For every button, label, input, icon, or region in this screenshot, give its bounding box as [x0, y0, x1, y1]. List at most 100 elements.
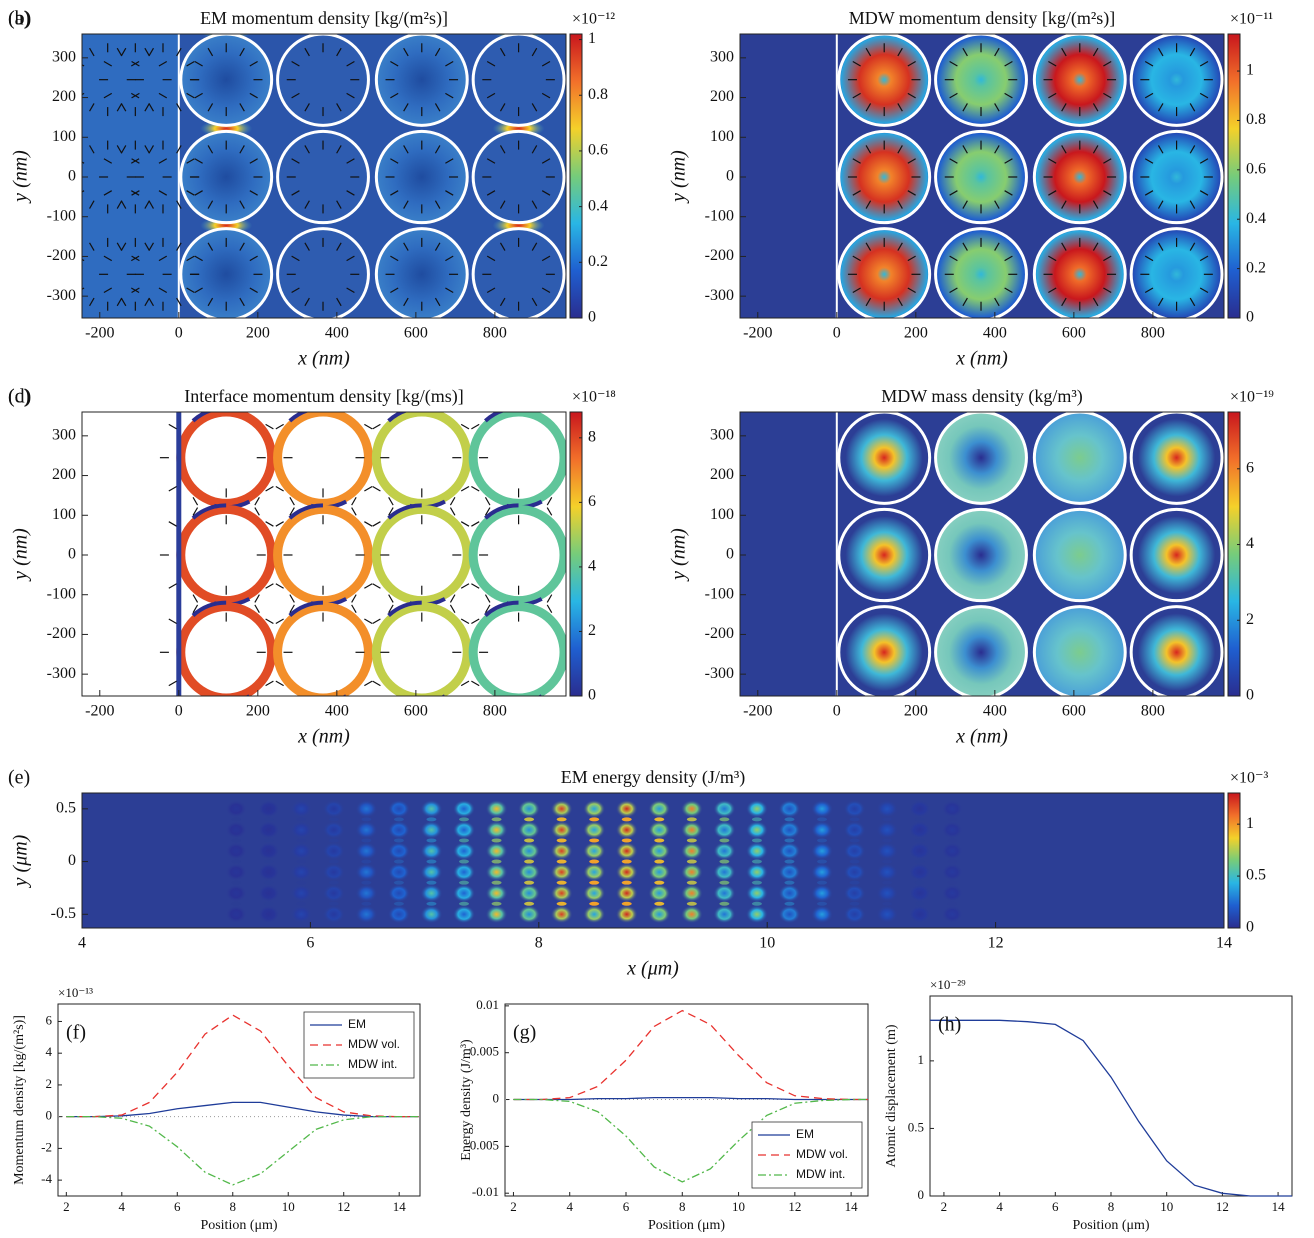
y-tick-label: -0.5	[51, 905, 76, 922]
field-gap	[361, 817, 371, 821]
field-spot	[746, 842, 768, 860]
field-spot	[844, 842, 866, 860]
field-gap	[850, 817, 860, 821]
field-gap	[784, 860, 794, 864]
field-spot	[355, 905, 377, 923]
y-tick-label: 0.5	[56, 799, 76, 816]
y-tick-label: 0	[493, 1091, 500, 1106]
field-spot	[713, 905, 735, 923]
x-axis-label: x (nm)	[955, 726, 1008, 748]
colorbar-tick-label: 2	[588, 622, 596, 639]
x-tick-label: -200	[85, 325, 114, 342]
field-spot	[941, 905, 963, 923]
field-spot	[225, 800, 247, 818]
colorbar-tick-label: 1	[1246, 815, 1254, 832]
field-region	[82, 34, 179, 318]
field-gap	[459, 902, 469, 906]
x-tick-label: 8	[535, 935, 543, 952]
field-spot	[616, 821, 638, 839]
field-spot	[453, 884, 475, 902]
colorbar-tick-label: 0.6	[1246, 160, 1266, 177]
field-spot	[518, 800, 540, 818]
field-spot	[681, 884, 703, 902]
x-tick-label: 6	[1052, 1199, 1059, 1214]
particle	[936, 607, 1027, 698]
field-spot	[616, 884, 638, 902]
x-tick-label: 400	[325, 703, 349, 720]
x-tick-label: 14	[845, 1199, 859, 1214]
field-spot	[323, 842, 345, 860]
x-tick-label: -200	[85, 703, 114, 720]
particle	[839, 607, 930, 698]
field-spot	[323, 821, 345, 839]
field-gap	[296, 817, 306, 821]
y-tick-label: 0	[726, 168, 734, 185]
field-gap	[329, 860, 339, 864]
colorbar-tick-label: 1	[1246, 62, 1254, 79]
y-tick-label: -100	[705, 585, 734, 602]
field-spot	[453, 842, 475, 860]
field-gap	[231, 860, 241, 864]
y-tick-label: 300	[52, 427, 76, 444]
colorbar-tick-label: 0.8	[1246, 111, 1266, 128]
field-spot	[616, 905, 638, 923]
field-spot	[583, 800, 605, 818]
field-spot	[778, 905, 800, 923]
x-tick-label: 4	[119, 1199, 126, 1214]
x-tick-label: 0	[175, 325, 183, 342]
y-tick-label: -4	[41, 1171, 52, 1186]
field-spot	[583, 863, 605, 881]
field-spot	[486, 821, 508, 839]
field-spot	[648, 905, 670, 923]
y-tick-label: 200	[710, 88, 734, 105]
field-spot	[616, 863, 638, 881]
field-gap	[426, 881, 436, 885]
panel-label: (d)	[8, 386, 31, 408]
field-gap	[329, 817, 339, 821]
field-gap	[361, 838, 371, 842]
field-spot	[420, 905, 442, 923]
field-spot	[420, 842, 442, 860]
field-spot	[616, 842, 638, 860]
y-tick-label: -300	[47, 287, 76, 304]
particle	[839, 509, 930, 600]
legend-label: MDW int.	[348, 1057, 397, 1071]
field-spot	[746, 905, 768, 923]
field-spot	[225, 863, 247, 881]
x-axis-label: Position (μm)	[200, 1218, 277, 1233]
field-spot	[258, 905, 280, 923]
field-gap	[915, 881, 925, 885]
field-gap	[687, 838, 697, 842]
field-spot	[258, 800, 280, 818]
x-tick-label: 12	[788, 1199, 801, 1214]
legend-label: MDW vol.	[796, 1147, 848, 1161]
x-tick-label: 800	[483, 703, 507, 720]
field-spot	[713, 842, 735, 860]
x-tick-label: 6	[306, 935, 314, 952]
particle	[1131, 412, 1222, 503]
heatmap-field	[82, 391, 585, 719]
field-gap	[557, 860, 567, 864]
field-gap	[784, 902, 794, 906]
field-spot	[778, 821, 800, 839]
field-spot	[323, 905, 345, 923]
field-spot	[713, 884, 735, 902]
field-gap	[850, 860, 860, 864]
field-spot	[583, 842, 605, 860]
field-spot	[551, 821, 573, 839]
field-gap	[426, 817, 436, 821]
x-tick-label: 14	[1272, 1199, 1286, 1214]
field-gap	[947, 902, 957, 906]
field-spot	[844, 821, 866, 839]
x-tick-label: 800	[1141, 325, 1165, 342]
y-axis-label: Momentum density [kg/(m²s)]	[12, 1015, 27, 1185]
y-axis-label: y (μm)	[10, 834, 32, 888]
field-gap	[622, 838, 632, 842]
field-spot	[941, 863, 963, 881]
field-gap	[719, 838, 729, 842]
y-tick-label: -300	[47, 665, 76, 682]
particle	[1034, 607, 1125, 698]
field-gap	[622, 817, 632, 821]
heatmap-field	[740, 412, 1224, 698]
field-gap	[524, 838, 534, 842]
